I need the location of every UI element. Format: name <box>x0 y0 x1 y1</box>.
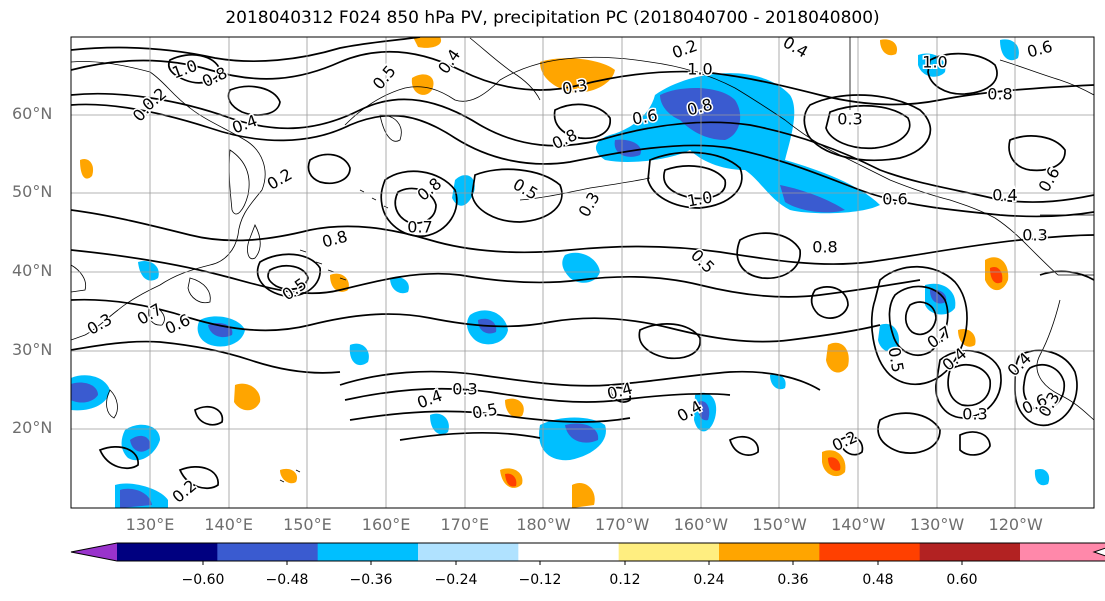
latitude-label: 30°N <box>12 340 53 359</box>
longitude-label: 170°W <box>595 515 650 534</box>
coastlines <box>71 37 1094 483</box>
colorbar-extend-min <box>71 543 117 561</box>
latitude-label: 60°N <box>12 104 53 123</box>
contour-label: 0.8 <box>812 238 837 257</box>
longitude-label: 130°W <box>909 515 965 534</box>
colorbar-tick-label: 0.36 <box>777 572 809 588</box>
contour-label: 0.3 <box>837 110 862 129</box>
colorbar-segment <box>719 543 820 561</box>
colorbar-segment <box>117 543 218 561</box>
contour-label: 0.8 <box>987 85 1012 104</box>
colorbar <box>70 542 1105 565</box>
colorbar-segment <box>317 543 419 561</box>
colorbar-segment <box>919 543 1021 561</box>
latitude-label: 20°N <box>12 418 53 437</box>
contour-label: 0.3 <box>962 405 987 424</box>
colorbar-extend-max <box>1020 543 1105 561</box>
latitude-label: 40°N <box>12 261 53 280</box>
colorbar-tick-label: 0.60 <box>946 572 978 588</box>
contour-label: 1.0 <box>687 60 712 79</box>
longitude-label: 160°W <box>673 515 729 534</box>
contour-label: 0.5 <box>471 399 499 422</box>
colorbar-segment <box>819 543 921 561</box>
colorbar-tick-label: −0.12 <box>518 572 562 588</box>
colorbar-segment <box>418 543 519 561</box>
longitude-label: 150°E <box>283 515 332 534</box>
latitude-label: 50°N <box>12 182 53 201</box>
colorbar-segment <box>618 543 720 561</box>
contour-label: 0.6 <box>631 105 659 128</box>
contour-label: 0.7 <box>407 218 432 237</box>
map-frame <box>70 36 1095 509</box>
longitude-label: 180°W <box>516 515 571 534</box>
colorbar-outline <box>70 542 1105 562</box>
map-title: 2018040312 F024 850 hPa PV, precipitatio… <box>225 8 880 28</box>
contour-label: 0.6 <box>882 190 907 209</box>
longitude-label: 120°W <box>988 515 1043 534</box>
longitude-label: 140°W <box>831 515 886 534</box>
longitude-label: 170°E <box>440 515 490 534</box>
contour-label: 0.4 <box>992 186 1017 205</box>
colorbar-tick-label: 0.48 <box>862 572 894 588</box>
longitude-label: 130°E <box>125 515 175 534</box>
contour-label: 0.3 <box>561 75 589 98</box>
colorbar-tick-label: 0.12 <box>609 572 641 588</box>
colorbar-tick-label: −0.24 <box>434 572 478 588</box>
colorbar-tick-label: 0.24 <box>693 572 725 588</box>
colorbar-segment <box>518 543 620 561</box>
contour-label: 0.3 <box>1022 226 1047 245</box>
colorbar-tick-label: −0.36 <box>349 572 393 588</box>
longitude-label: 150°W <box>752 515 807 534</box>
colorbar-segment <box>217 543 319 561</box>
colorbar-tick-label: −0.60 <box>181 572 225 588</box>
graticule <box>71 37 1094 508</box>
contour-label: 1.0 <box>922 53 947 72</box>
colorbar-tick-label: −0.48 <box>265 572 309 588</box>
contour-label: 0.3 <box>452 380 477 399</box>
longitude-label: 160°E <box>361 515 411 534</box>
longitude-label: 140°E <box>204 515 254 534</box>
pv-contours <box>71 37 1094 489</box>
